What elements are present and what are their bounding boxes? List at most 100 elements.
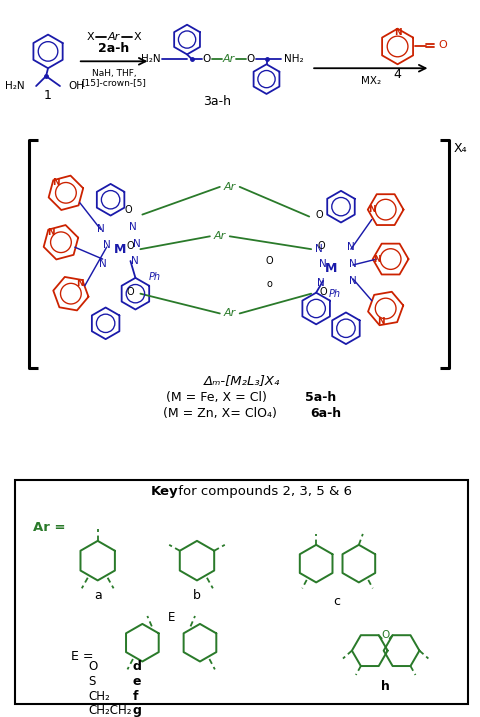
Text: X: X	[86, 32, 94, 42]
Text: O: O	[438, 40, 447, 50]
Polygon shape	[44, 225, 78, 260]
Text: N: N	[132, 239, 140, 250]
Text: Ph: Ph	[329, 289, 341, 299]
Text: N: N	[349, 259, 357, 269]
Text: g: g	[132, 704, 141, 717]
Text: O: O	[317, 241, 325, 251]
Text: X₄: X₄	[453, 142, 467, 155]
Text: N: N	[317, 277, 325, 288]
Text: 2a-h: 2a-h	[98, 42, 130, 55]
Polygon shape	[368, 194, 404, 225]
Text: M: M	[325, 262, 337, 275]
Polygon shape	[34, 34, 63, 68]
Text: N: N	[377, 317, 384, 326]
Text: N: N	[347, 242, 355, 252]
Text: H₂N: H₂N	[5, 81, 24, 91]
Polygon shape	[382, 29, 413, 65]
Text: O: O	[127, 287, 134, 297]
Polygon shape	[121, 278, 149, 310]
Text: OH: OH	[68, 81, 84, 91]
Text: Ar: Ar	[108, 32, 120, 42]
Polygon shape	[327, 191, 355, 222]
Text: M: M	[114, 242, 127, 256]
Text: h: h	[381, 680, 390, 693]
Text: CH₂: CH₂	[89, 690, 110, 703]
Text: Ph: Ph	[148, 272, 160, 282]
Polygon shape	[92, 308, 120, 339]
Text: N: N	[129, 222, 136, 232]
Text: Δₘ-[M₂L₃]X₄: Δₘ-[M₂L₃]X₄	[204, 374, 280, 387]
Polygon shape	[302, 293, 330, 324]
Polygon shape	[368, 292, 403, 326]
Text: c: c	[334, 594, 340, 608]
Text: N: N	[97, 224, 105, 234]
Polygon shape	[332, 313, 360, 344]
Text: Ar =: Ar =	[33, 521, 66, 533]
Text: E: E	[168, 610, 175, 624]
Text: Ar: Ar	[224, 182, 236, 192]
Text: N: N	[76, 278, 84, 288]
Text: CH₂CH₂: CH₂CH₂	[89, 704, 132, 717]
Text: Ar: Ar	[214, 232, 226, 242]
Text: 6a-h: 6a-h	[311, 407, 342, 420]
Text: N: N	[52, 179, 60, 188]
Polygon shape	[373, 244, 408, 275]
Polygon shape	[253, 65, 279, 94]
Text: O: O	[125, 204, 132, 214]
Text: N: N	[319, 259, 327, 269]
Text: Key: Key	[150, 485, 178, 498]
Text: f: f	[132, 690, 138, 703]
Text: MX₂: MX₂	[360, 76, 381, 86]
Polygon shape	[48, 176, 83, 210]
Text: a: a	[94, 589, 102, 602]
Text: O: O	[315, 209, 323, 219]
Polygon shape	[300, 545, 333, 582]
Text: b: b	[193, 589, 201, 602]
Text: for compounds 2, 3, 5 & 6: for compounds 2, 3, 5 & 6	[174, 485, 352, 498]
Text: N: N	[103, 240, 110, 250]
Text: N: N	[315, 244, 323, 254]
Text: E =: E =	[71, 650, 94, 663]
Text: 1: 1	[44, 90, 52, 103]
Text: N: N	[99, 259, 107, 269]
Polygon shape	[384, 635, 420, 666]
Text: N: N	[349, 276, 357, 286]
Text: (M = Zn, X= ClO₄): (M = Zn, X= ClO₄)	[163, 407, 277, 420]
Polygon shape	[180, 541, 214, 581]
Text: N: N	[394, 28, 401, 37]
Text: N: N	[131, 256, 138, 266]
Text: 4: 4	[394, 67, 401, 80]
Polygon shape	[81, 541, 115, 581]
Polygon shape	[97, 184, 124, 216]
Polygon shape	[126, 624, 159, 662]
Text: o: o	[266, 279, 273, 289]
Text: NaH, THF,: NaH, THF,	[92, 69, 136, 77]
Polygon shape	[352, 635, 388, 666]
Text: O: O	[319, 287, 327, 297]
Text: [15]-crown-[5]: [15]-crown-[5]	[82, 79, 146, 87]
Text: O: O	[265, 256, 273, 266]
Text: 5a-h: 5a-h	[305, 391, 337, 404]
Text: O: O	[127, 241, 134, 251]
Text: O: O	[247, 54, 255, 65]
Text: Ar: Ar	[223, 54, 235, 65]
Polygon shape	[343, 545, 375, 582]
Text: N: N	[368, 205, 375, 214]
Text: O: O	[203, 54, 211, 65]
Text: d: d	[132, 660, 141, 673]
Text: e: e	[132, 675, 141, 688]
Text: O: O	[382, 630, 390, 640]
Text: X: X	[134, 32, 142, 42]
Text: N: N	[47, 228, 55, 237]
Polygon shape	[174, 24, 200, 54]
Bar	[15, 480, 468, 704]
Polygon shape	[184, 624, 216, 662]
Text: (M = Fe, X = Cl): (M = Fe, X = Cl)	[167, 391, 267, 404]
Text: O: O	[89, 660, 98, 673]
Text: N: N	[373, 255, 381, 264]
Text: Ar: Ar	[224, 308, 236, 318]
Text: S: S	[89, 675, 96, 688]
Text: NH₂: NH₂	[284, 54, 304, 65]
Text: H₂N: H₂N	[141, 54, 160, 65]
Text: 3a-h: 3a-h	[203, 95, 231, 108]
